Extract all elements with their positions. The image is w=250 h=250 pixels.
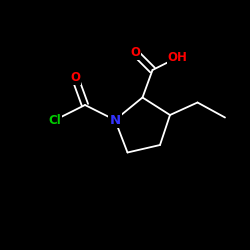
Text: N: N [110,114,120,126]
Text: OH: OH [168,51,188,64]
Text: O: O [130,46,140,59]
Text: O: O [70,71,80,84]
Text: Cl: Cl [49,114,62,126]
